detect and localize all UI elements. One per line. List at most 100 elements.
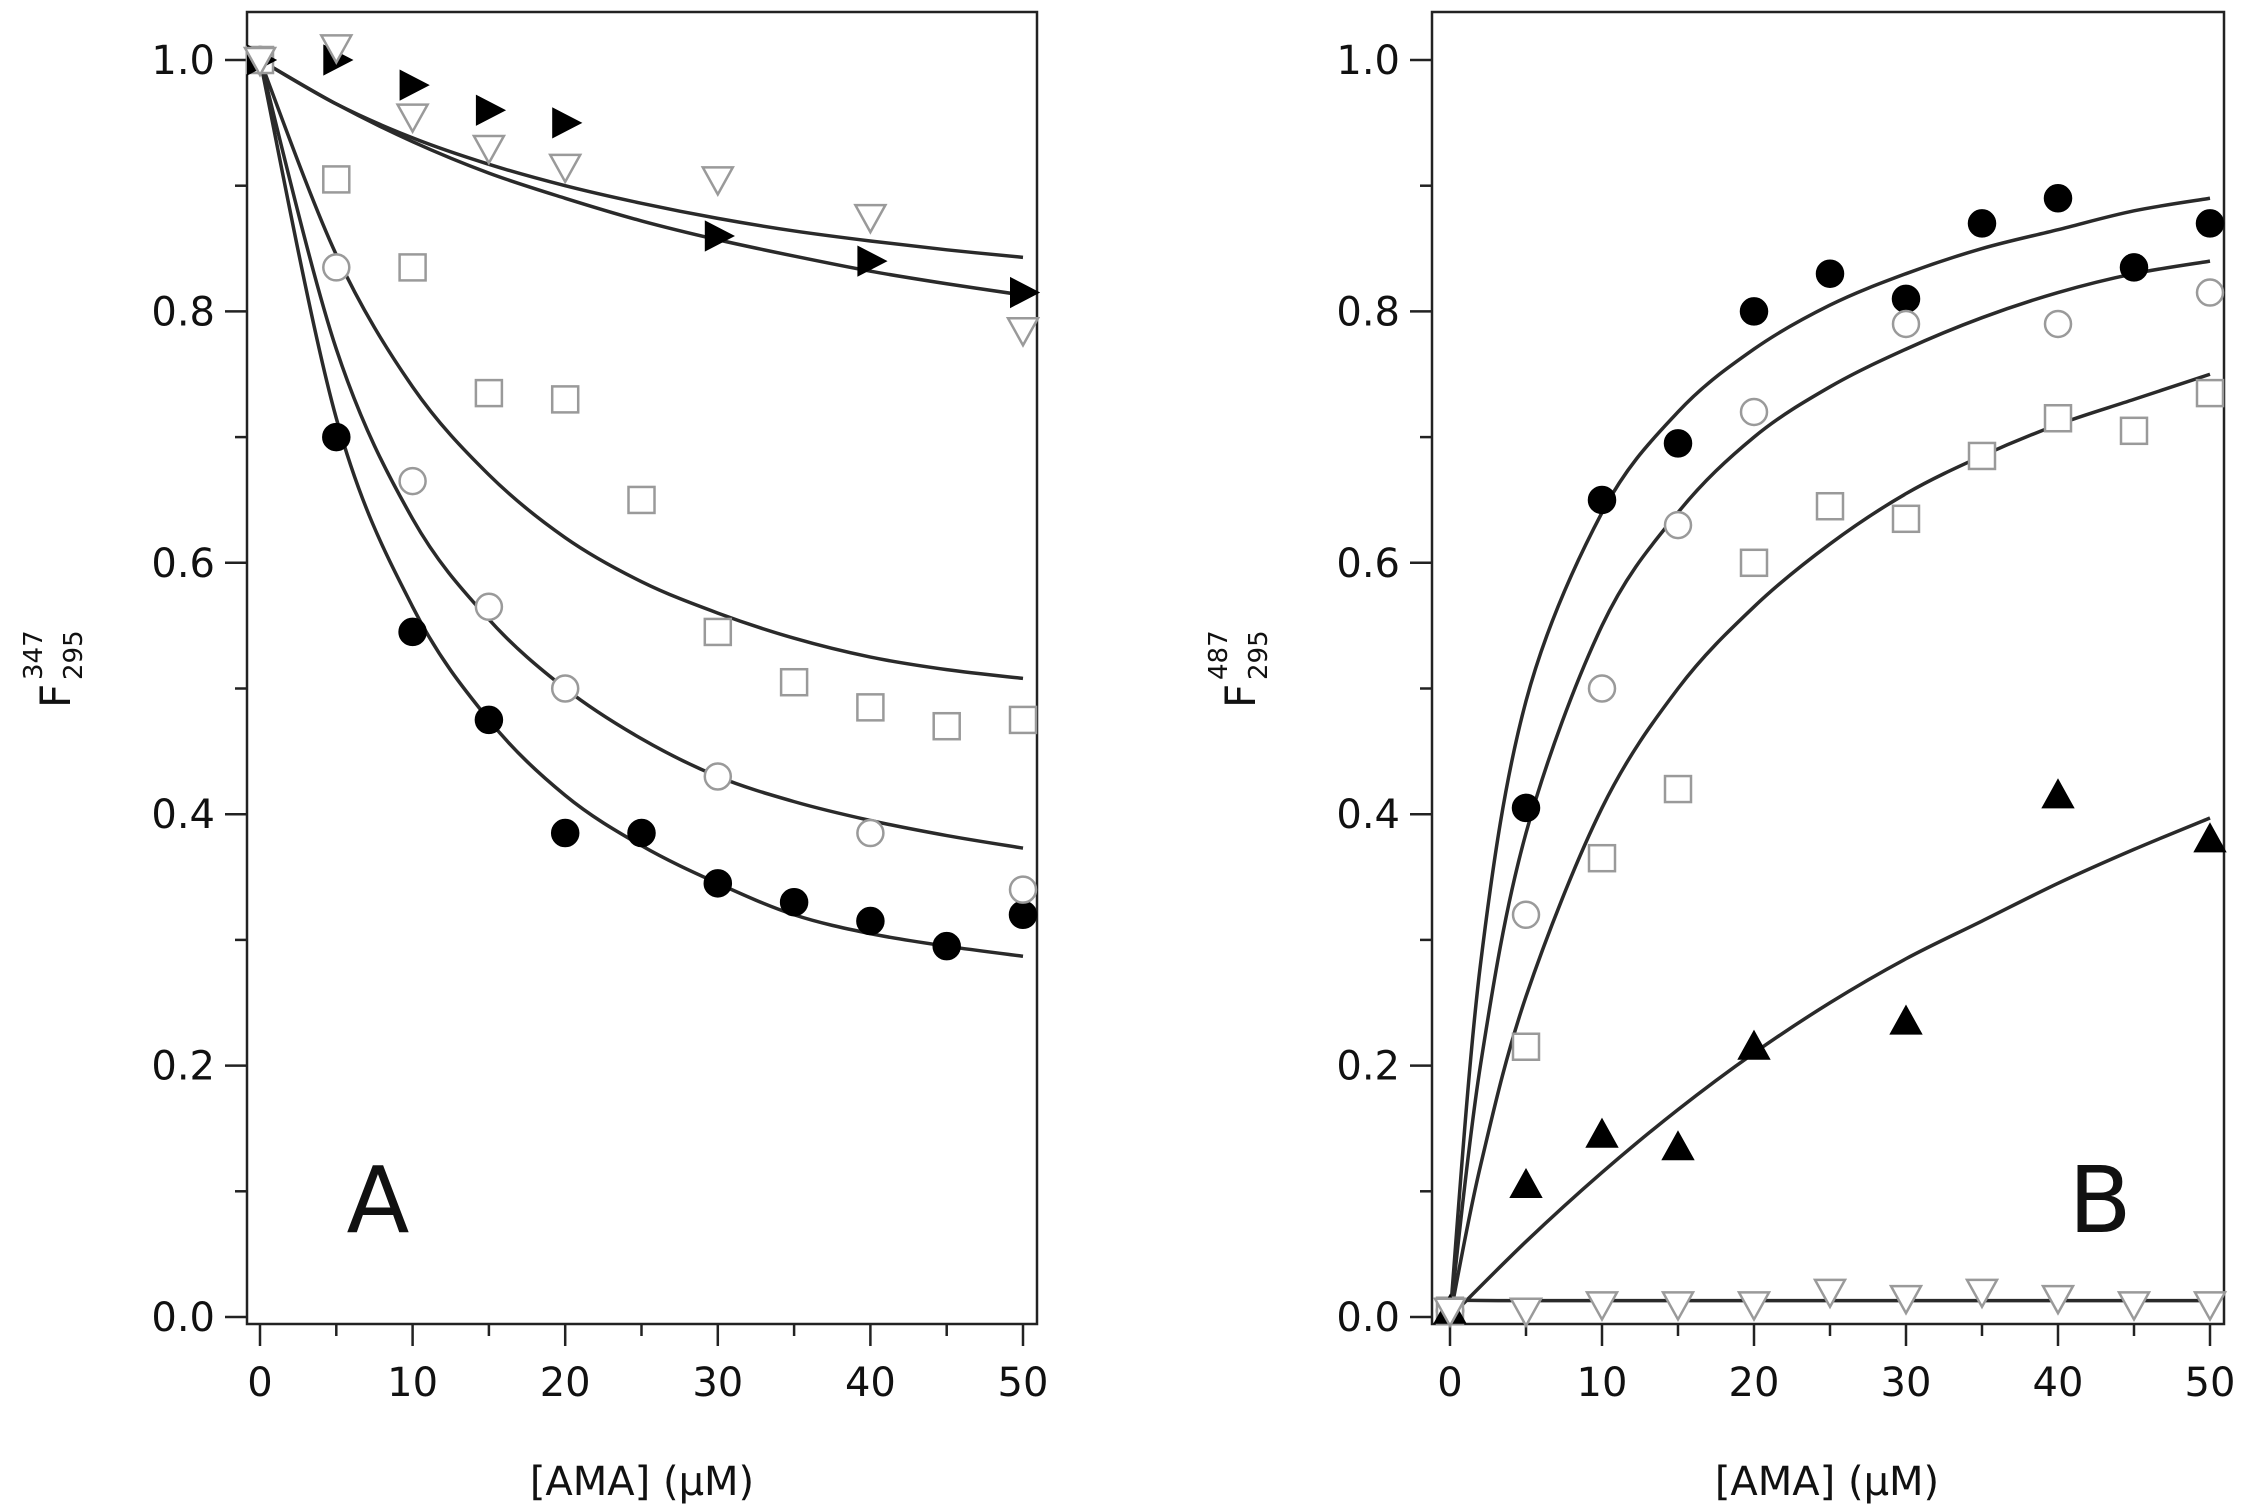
panel-b-chart: 0 10 20 30 40 50 0.0 0.2 0.4 0.6 0.8 1.0 B [AMA] (μ…	[1204, 10, 2236, 1505]
panel-a-point-filled-right-triangle	[857, 245, 888, 277]
panel-a-point-filled-right-triangle	[704, 220, 735, 252]
panel-a-point-filled-circle	[398, 617, 427, 647]
panel-a-point-open-square	[550, 385, 580, 414]
panel-a-point-filled-right-triangle	[552, 107, 583, 139]
panel-b-point-open-square	[2043, 403, 2073, 433]
panel-a-xtick-label: 40	[845, 1360, 896, 1406]
panel-a-point-open-down-triangle	[853, 203, 888, 235]
panel-b-point-open-down-triangle	[1508, 1297, 1544, 1329]
panel-b-letter: B	[2068, 1147, 2131, 1254]
panel-b-point-filled-circle	[1891, 284, 1921, 314]
panel-b-ytick-label: 0.8	[1336, 289, 1400, 335]
panel-b-point-open-circle	[1511, 900, 1541, 930]
panel-b-ylabel: F 487 295	[1204, 630, 1274, 708]
panel-b-xtick-label: 50	[2185, 1360, 2236, 1406]
panel-a-point-open-square	[627, 485, 656, 515]
panel-b-point-open-square	[1967, 441, 1997, 471]
panel-b-point-open-circle	[2195, 278, 2225, 307]
panel-b-point-open-down-triangle	[1432, 1297, 1468, 1329]
panel-a-point-filled-circle	[322, 422, 351, 452]
panel-b-point-open-circle	[2043, 309, 2073, 339]
panel-b-point-open-down-triangle	[1812, 1278, 1848, 1310]
panel-b-xtick-label: 20	[1729, 1360, 1780, 1406]
panel-a-ytick-label: 0.4	[151, 792, 215, 838]
panel-a-point-open-square	[1008, 705, 1038, 735]
panel-b-point-filled-circle	[1967, 209, 1997, 238]
panel-a-point-open-down-triangle	[548, 153, 583, 185]
panel-b-ytick-label: 0.0	[1336, 1295, 1400, 1341]
panel-a-point-filled-circle	[856, 906, 885, 936]
panel-b-point-open-circle	[1587, 674, 1617, 703]
panel-b-data-points	[1432, 184, 2228, 1329]
panel-a-xtick-label: 10	[387, 1360, 438, 1406]
panel-a-point-open-circle	[550, 674, 580, 703]
panel-a-point-open-down-triangle	[700, 166, 735, 197]
panel-b-point-open-circle	[1891, 309, 1921, 339]
panel-b-point-open-square	[1815, 491, 1845, 521]
panel-a-point-open-down-triangle	[319, 34, 354, 66]
panel-a-point-open-circle	[474, 592, 504, 622]
panel-b-fit-filled-up-triangle	[1448, 816, 2211, 1319]
panel-b-ylabel-main: F	[1216, 684, 1265, 708]
panel-b-point-open-square	[2119, 416, 2149, 446]
panel-a-ytick-label: 0.6	[151, 541, 215, 587]
panel-b-point-filled-up-triangle	[1509, 1167, 1543, 1199]
panel-b-point-filled-circle	[1587, 485, 1617, 515]
panel-a-point-filled-circle	[703, 869, 733, 898]
panel-a-point-filled-circle	[474, 705, 504, 735]
panel-b-point-filled-circle	[1663, 429, 1693, 458]
panel-a-point-open-square	[779, 667, 809, 697]
panel-a-point-open-square	[474, 378, 504, 408]
panel-a-xtick-label: 20	[540, 1360, 591, 1406]
panel-b-point-open-down-triangle	[1736, 1291, 1772, 1323]
panel-a-point-filled-circle	[1008, 900, 1038, 930]
panel-b-point-open-square	[1739, 548, 1769, 578]
panel-b-xtick-label: 40	[2033, 1360, 2084, 1406]
panel-a-point-filled-circle	[550, 818, 580, 848]
panel-b-point-filled-up-triangle	[1585, 1117, 1619, 1148]
panel-b-point-filled-circle	[2043, 184, 2073, 213]
panel-b-point-open-circle	[1739, 397, 1769, 427]
panel-b-xtick-label: 30	[1881, 1360, 1932, 1406]
panel-a-xtick-label: 50	[998, 1360, 1049, 1406]
panel-b-ytick-label: 0.4	[1336, 792, 1400, 838]
panel-a-point-open-square	[398, 253, 427, 282]
panel-b-point-open-square	[1663, 774, 1693, 804]
panel-b-point-open-down-triangle	[2192, 1291, 2228, 1323]
panel-a-chart: 0 10 20 30 40 50 0.0 0.2 0.4 0.6 0.8 1.0 A [AMA] (μ…	[19, 10, 1048, 1505]
panel-a-point-open-square	[322, 165, 351, 194]
panel-b-point-open-circle	[1663, 510, 1693, 540]
panel-a-point-open-down-triangle	[395, 103, 430, 135]
panel-a-ticks: 0 10 20 30 40 50 0.0 0.2 0.4 0.6 0.8 1.0	[151, 38, 1048, 1406]
panel-b-ytick-label: 0.6	[1336, 541, 1400, 587]
panel-a-xtick-label: 0	[247, 1360, 272, 1406]
panel-b-point-open-square	[1891, 504, 1921, 534]
panel-b-xtick-label: 0	[1437, 1360, 1462, 1406]
panel-b-point-open-down-triangle	[1888, 1284, 1924, 1316]
panel-a-point-filled-right-triangle	[1010, 276, 1041, 309]
panel-a-point-filled-right-triangle	[399, 69, 430, 101]
panel-b-point-filled-circle	[2119, 253, 2149, 282]
panel-b-xtick-label: 10	[1577, 1360, 1628, 1406]
panel-b-point-filled-up-triangle	[2193, 822, 2227, 853]
panel-b-point-filled-up-triangle	[1889, 1004, 1923, 1035]
panel-b-point-filled-up-triangle	[1661, 1130, 1695, 1161]
panel-a-xtick-label: 30	[692, 1360, 743, 1406]
panel-a-fit-open-circle	[258, 59, 1024, 850]
panel-a-point-open-square	[856, 693, 885, 722]
panel-a-ylabel-main: F	[31, 684, 80, 708]
panel-b-point-open-square	[1587, 843, 1617, 873]
panel-a-ylabel-superscript: 347	[19, 630, 49, 680]
panel-b-point-open-down-triangle	[2040, 1284, 2076, 1316]
panel-a-point-filled-circle	[627, 818, 656, 848]
panel-b-point-open-down-triangle	[2116, 1291, 2152, 1323]
panel-a-ylabel-subscript: 295	[59, 630, 89, 680]
panel-a-point-open-square	[932, 711, 961, 741]
panel-b-ylabel-superscript: 487	[1204, 630, 1234, 680]
panel-b-point-filled-circle	[2195, 209, 2225, 238]
panel-b-fit-filled-circle	[1448, 196, 2211, 1318]
panel-a-frame	[245, 10, 1039, 1326]
panel-b-point-filled-circle	[1815, 259, 1845, 288]
panel-a-ylabel: F 347 295	[19, 630, 89, 708]
